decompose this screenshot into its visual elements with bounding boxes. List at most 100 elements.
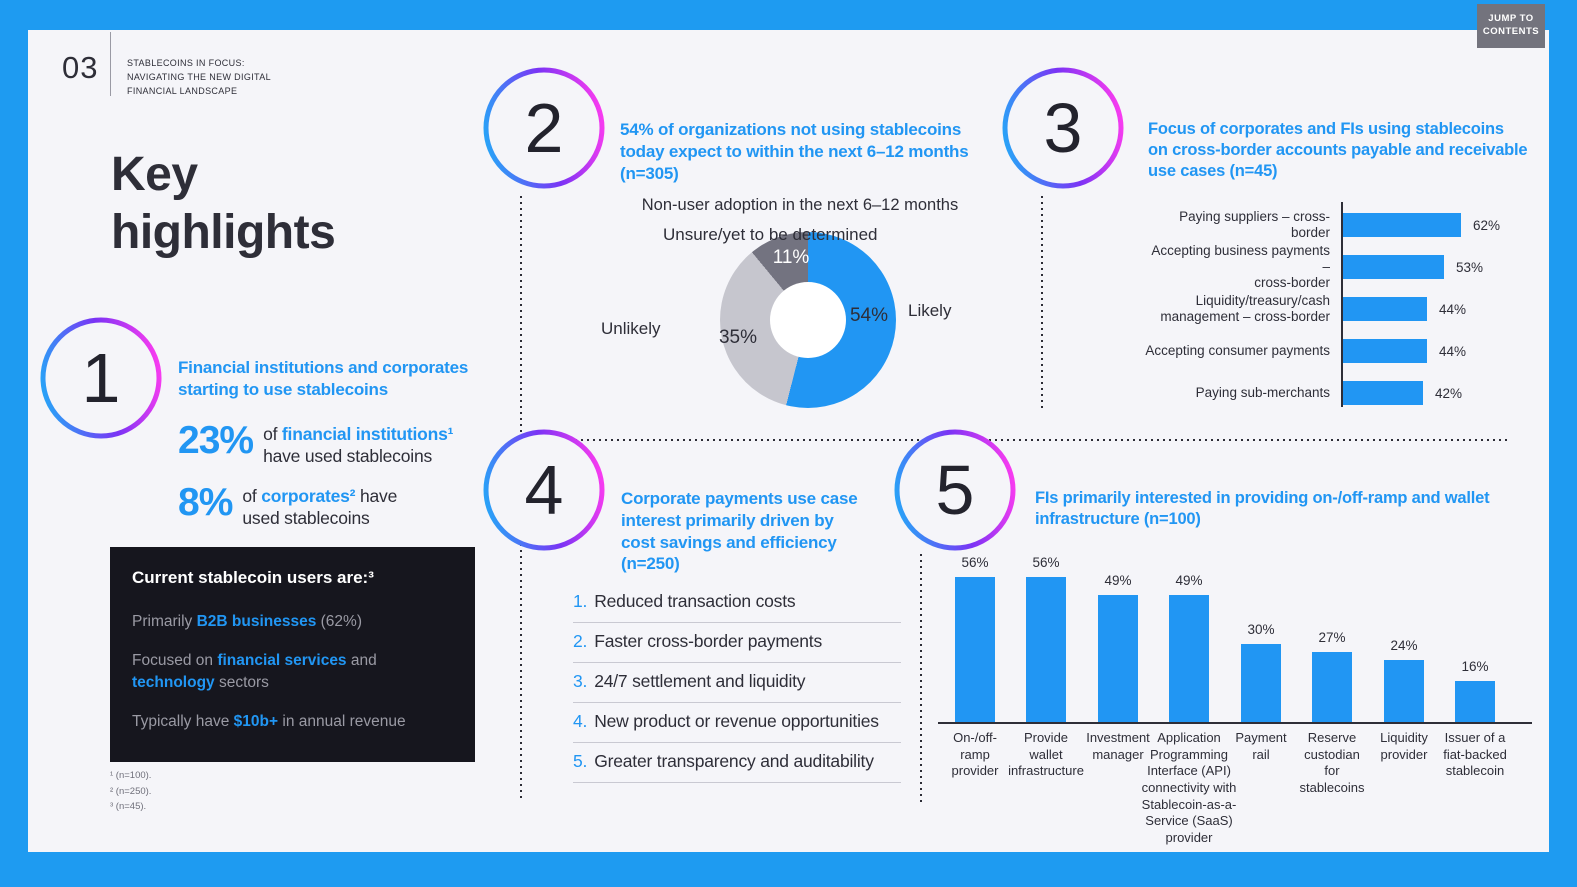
text-part: Focused on — [132, 652, 218, 669]
gradient-ring-icon — [894, 429, 1016, 551]
vbar-category-label: Issuer of a fiat-backed stablecoin — [1443, 730, 1507, 779]
vbar-value-label: 56% — [961, 555, 989, 570]
hbar-category-label: Accepting consumer payments — [1145, 342, 1330, 358]
hbar-chart-axis — [1341, 202, 1343, 407]
list-item-number: 3. — [573, 671, 588, 691]
vbar-value-label: 49% — [1175, 573, 1203, 588]
page-number: 03 — [62, 50, 99, 85]
text-part: technology — [132, 674, 215, 691]
text-part: have used stablecoins — [263, 446, 433, 467]
section-2-badge: 2 — [483, 67, 605, 189]
list-item-number: 4. — [573, 711, 588, 731]
hbar-category-label: Accepting business payments – cross-bord… — [1151, 242, 1330, 291]
vbar-bar — [1384, 660, 1424, 722]
stat-value: 8% — [178, 481, 233, 524]
stat-description: of financial institutions¹ have used stab… — [263, 421, 453, 468]
vbar-category-label: Provide wallet infrastructure — [1008, 730, 1084, 779]
text-part: (62%) — [316, 613, 362, 630]
hbar-bar — [1343, 381, 1423, 405]
hbar-bar — [1343, 297, 1427, 321]
hbar-row: Accepting consumer payments 44% — [1142, 330, 1552, 372]
hbar-row: Paying suppliers – cross-border 62% — [1142, 204, 1552, 246]
list-item-text: Reduced transaction costs — [594, 591, 796, 611]
vbar-value-label: 27% — [1318, 630, 1346, 645]
hbar-category-label: Paying sub-merchants — [1195, 384, 1330, 400]
header-divider — [110, 32, 111, 96]
section-1-heading: Financial institutions and corporates st… — [178, 358, 469, 399]
stat-financial-institutions: 23% of financial institutions¹ have used … — [178, 421, 453, 468]
list-item-text: Faster cross-border payments — [594, 631, 823, 651]
gradient-ring-icon — [483, 429, 605, 551]
donut-label-unsure: Unlikely — [601, 319, 661, 338]
text-part: financial institutions¹ — [281, 424, 454, 444]
section-number: 5 — [935, 451, 975, 529]
text-part: B2B businesses — [196, 613, 317, 630]
users-box-item: Primarily B2B businesses (62%) — [132, 611, 453, 633]
gradient-ring-icon — [40, 317, 162, 439]
hbar-bar — [1343, 213, 1461, 237]
text-part: $10b+ — [233, 713, 279, 730]
donut-chart-hole — [770, 282, 846, 358]
use-case-list-item: 4. New product or revenue opportunities — [573, 703, 901, 743]
section-1-badge: 1 — [40, 317, 162, 439]
stat-corporates: 8% of corporates² have used stablecoins — [178, 483, 397, 530]
donut-value-likely: 54% — [849, 305, 889, 326]
donut-chart-title: Non-user adoption in the next 6–12 month… — [641, 196, 959, 214]
text-part: financial services — [217, 652, 347, 669]
donut-label-unlikely: Unsure/yet to be determined — [663, 225, 878, 244]
text-part: used stablecoins — [242, 508, 370, 529]
vbar-bar — [1312, 652, 1352, 722]
stat-description: of corporates² have used stablecoins — [242, 483, 397, 530]
text-part: corporates² — [261, 486, 356, 506]
vbar-category-label: Investment manager — [1086, 730, 1150, 762]
section-number: 3 — [1043, 89, 1083, 167]
hbar-value-label: 62% — [1473, 217, 1501, 233]
use-case-list-item: 2. Faster cross-border payments — [573, 623, 901, 663]
hbar-row: Liquidity/treasury/cash management – cro… — [1142, 288, 1552, 330]
hbar-value-label: 42% — [1435, 385, 1463, 401]
vbar-value-label: 49% — [1104, 573, 1132, 588]
section-number: 4 — [524, 451, 564, 529]
vbar-value-label: 56% — [1032, 555, 1060, 570]
section-3-heading: Focus of corporates and FIs using stable… — [1148, 120, 1528, 181]
hbar-row: Accepting business payments – cross-bord… — [1142, 243, 1552, 290]
section-number: 2 — [524, 89, 564, 167]
section-4-badge: 4 — [483, 429, 605, 551]
vbar-bar — [1098, 595, 1138, 722]
vbar-category-label: Payment rail — [1235, 730, 1287, 762]
hbar-chart: Paying suppliers – cross-border 62% Accept… — [1142, 204, 1552, 414]
vbar-category-label: Application Programming Interface (API) … — [1141, 730, 1237, 845]
dotted-divider-vertical-right — [920, 554, 922, 804]
section-3-badge: 3 — [1002, 67, 1124, 189]
vbar-bar — [1026, 577, 1066, 722]
users-box-title: Current stablecoin users are:³ — [132, 568, 374, 587]
text-part: sectors — [214, 674, 269, 691]
vbar-value-label: 30% — [1247, 622, 1275, 637]
section-number: 1 — [81, 339, 121, 417]
list-item-number: 2. — [573, 631, 588, 651]
dotted-divider-horizontal — [521, 439, 1510, 441]
vbar-category-label: Liquidity provider — [1380, 730, 1428, 762]
hbar-category-label: Liquidity/treasury/cash management – cro… — [1160, 292, 1330, 324]
vbar-bar — [1169, 595, 1209, 722]
section-5-heading: FIs primarily interested in providing on… — [1035, 489, 1490, 529]
use-case-list-item: 3. 24/7 settlement and liquidity — [573, 663, 901, 703]
gradient-ring-icon — [1002, 67, 1124, 189]
vbar-bar — [1455, 681, 1495, 722]
vbar-category-label: Reserve custodian for stablecoins — [1299, 730, 1365, 795]
hbar-value-label: 44% — [1439, 301, 1467, 317]
jump-to-contents-button[interactable]: JUMP TO CONTENTS — [1477, 4, 1545, 48]
text-part: and — [346, 652, 377, 669]
current-users-box: Current stablecoin users are:³ Primarily… — [110, 547, 475, 762]
use-case-list: 1. Reduced transaction costs 2. Faster cros… — [573, 583, 901, 783]
text-part: have — [355, 486, 398, 506]
text-part: Typically have — [132, 713, 234, 730]
users-box-item: Typically have $10b+ in annual revenue — [132, 711, 453, 733]
footnotes: ¹ (n=100). ² (n=250). ³ (n=45). — [110, 770, 152, 813]
text-part: in annual revenue — [278, 713, 406, 730]
hbar-value-label: 44% — [1439, 343, 1467, 359]
text-part: of — [263, 424, 282, 444]
hbar-row: Paying sub-merchants 42% — [1142, 372, 1552, 414]
hbar-value-label: 53% — [1456, 259, 1484, 275]
